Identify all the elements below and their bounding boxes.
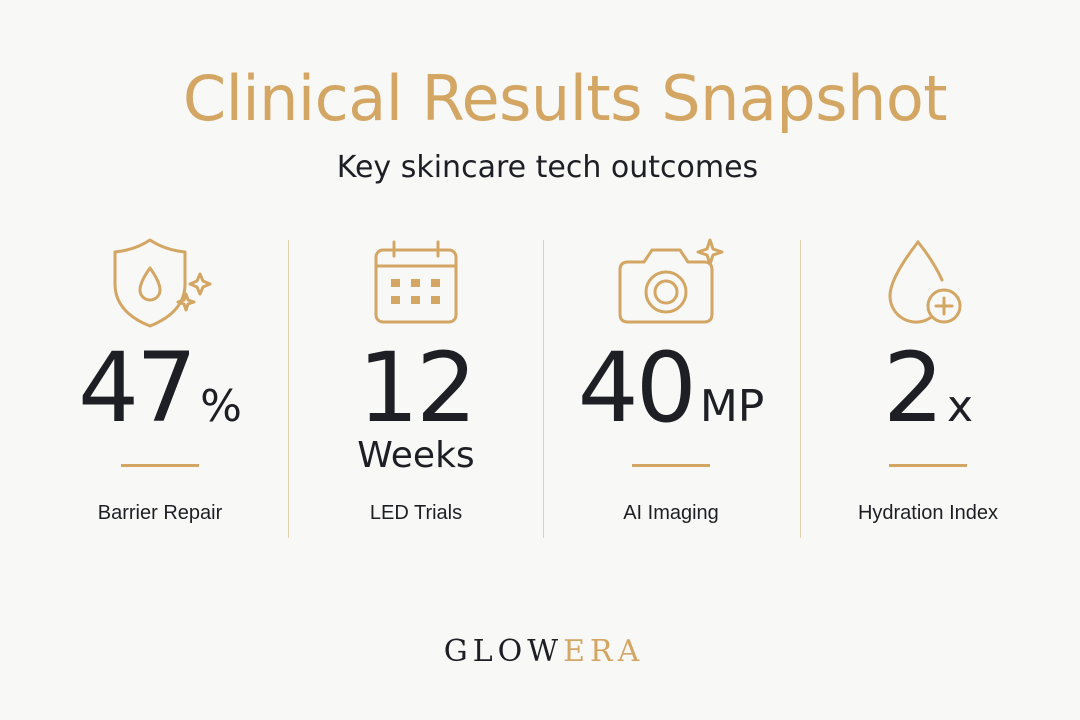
divider <box>543 240 544 538</box>
stat: 40 MP AI Imaging <box>543 236 799 536</box>
stat-label: Hydration Index <box>857 502 999 524</box>
stat-unit: % <box>200 381 242 432</box>
stat-icon <box>888 240 962 324</box>
brand-second: ERA <box>563 634 645 669</box>
stat: 2 x Hydration Index <box>800 236 1056 536</box>
stat-value: 47 <box>78 332 197 444</box>
stat-icon <box>618 238 724 324</box>
stat-unit: MP <box>699 381 765 432</box>
stat-label: Barrier Repair <box>97 502 223 524</box>
title: Clinical Results Snapshot <box>182 62 948 135</box>
stat-icon <box>374 240 458 324</box>
stat: 47% Barrier Repair <box>32 236 288 536</box>
accent-rule <box>889 464 967 467</box>
brand-first: GLOW <box>443 634 564 669</box>
stat-value-row: 12 <box>288 340 544 436</box>
stat-unit: x <box>947 381 974 432</box>
stat: 12 Weeks LED Trials <box>288 236 544 536</box>
stat-value: 12 <box>357 332 477 444</box>
stat-value: 2 <box>882 332 944 444</box>
subtitle: Key skincare tech outcomes <box>336 150 759 185</box>
stat-value-row: 40 MP <box>543 340 799 436</box>
stat-label: AI Imaging <box>623 502 719 524</box>
accent-rule <box>632 464 710 467</box>
stat-unit: Weeks <box>357 435 475 476</box>
stat-value: 40 <box>577 332 697 444</box>
stat-icon <box>113 238 212 328</box>
stat-value-row: 47% <box>32 340 288 436</box>
stat-label: LED Trials <box>369 502 463 524</box>
brand: GLOWERA <box>0 634 1080 669</box>
divider <box>288 240 289 538</box>
accent-rule <box>121 464 199 467</box>
divider <box>800 240 801 538</box>
